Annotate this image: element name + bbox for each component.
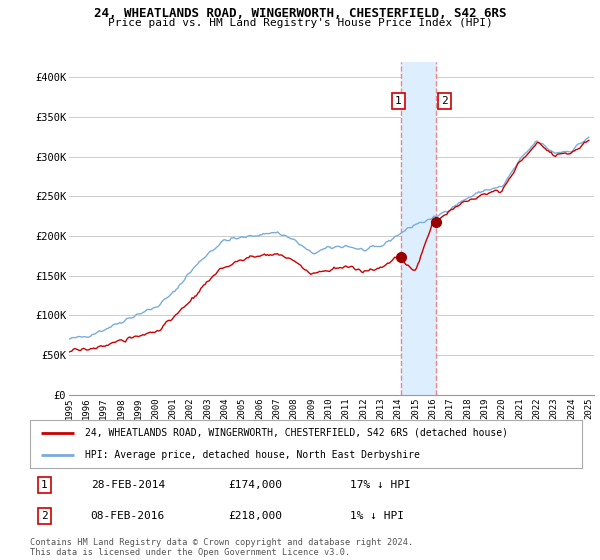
- Text: 1: 1: [395, 96, 402, 106]
- Text: 17% ↓ HPI: 17% ↓ HPI: [350, 480, 411, 490]
- Text: £174,000: £174,000: [229, 480, 283, 490]
- Text: 1% ↓ HPI: 1% ↓ HPI: [350, 511, 404, 521]
- Text: 2: 2: [41, 511, 48, 521]
- Text: Contains HM Land Registry data © Crown copyright and database right 2024.
This d: Contains HM Land Registry data © Crown c…: [30, 538, 413, 557]
- Text: HPI: Average price, detached house, North East Derbyshire: HPI: Average price, detached house, Nort…: [85, 450, 420, 460]
- Text: 24, WHEATLANDS ROAD, WINGERWORTH, CHESTERFIELD, S42 6RS (detached house): 24, WHEATLANDS ROAD, WINGERWORTH, CHESTE…: [85, 428, 508, 438]
- Text: 28-FEB-2014: 28-FEB-2014: [91, 480, 165, 490]
- Text: 24, WHEATLANDS ROAD, WINGERWORTH, CHESTERFIELD, S42 6RS: 24, WHEATLANDS ROAD, WINGERWORTH, CHESTE…: [94, 7, 506, 20]
- Text: 2: 2: [441, 96, 448, 106]
- Text: 08-FEB-2016: 08-FEB-2016: [91, 511, 165, 521]
- Text: £218,000: £218,000: [229, 511, 283, 521]
- Bar: [401, 62, 436, 395]
- Text: 1: 1: [41, 480, 48, 490]
- Text: Price paid vs. HM Land Registry's House Price Index (HPI): Price paid vs. HM Land Registry's House …: [107, 18, 493, 28]
